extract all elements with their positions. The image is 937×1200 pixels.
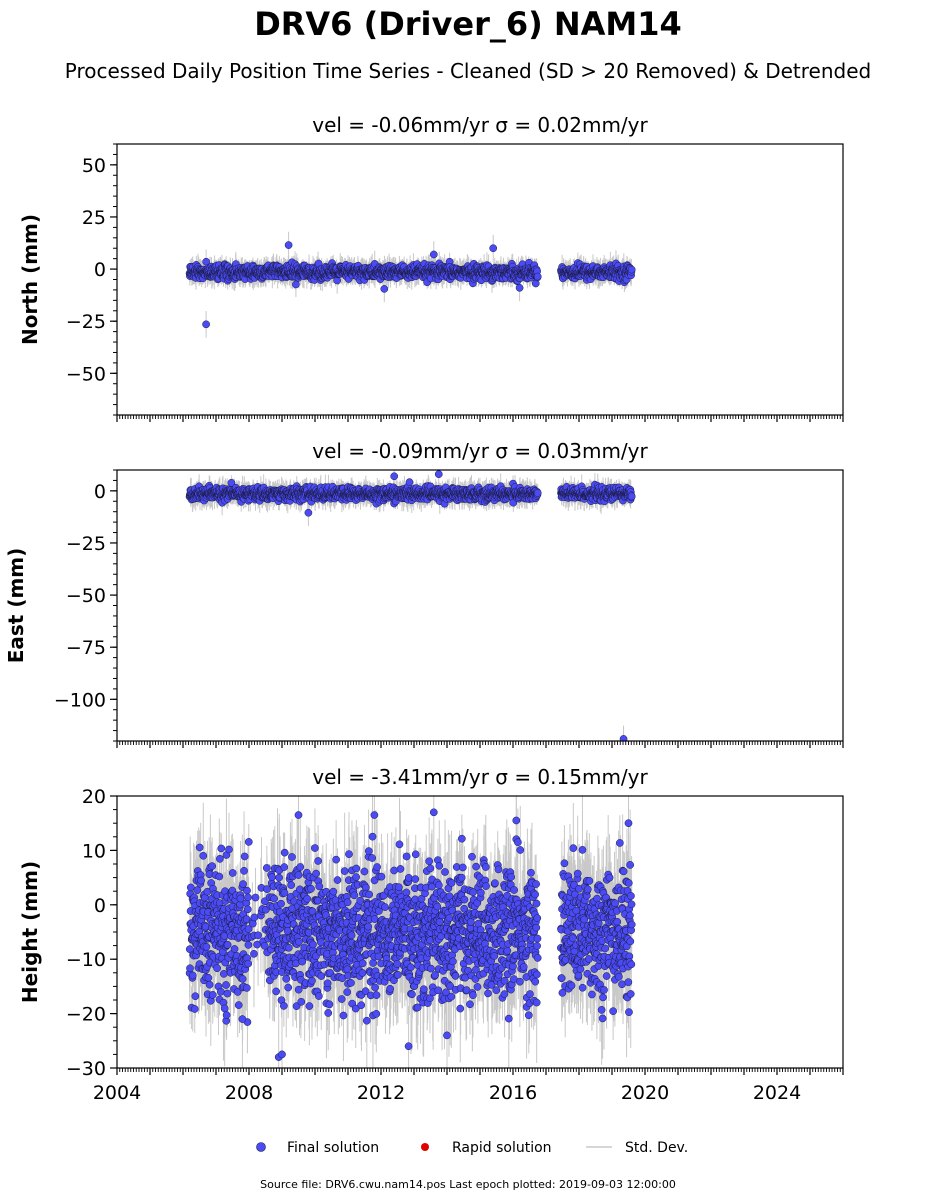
y-tick-label: 25 xyxy=(82,207,106,229)
data-point xyxy=(202,320,210,329)
y-tick-label: −25 xyxy=(66,311,106,333)
std-dev-bars xyxy=(189,470,633,741)
y-tick-label: 0 xyxy=(94,259,106,281)
final-solution-points xyxy=(185,470,636,741)
data-point xyxy=(227,478,236,487)
y-tick-label: −50 xyxy=(66,363,106,385)
y-tick-label: 50 xyxy=(82,155,106,177)
data-point xyxy=(284,241,293,249)
data-point xyxy=(380,285,389,293)
y-axis-label: North (mm) xyxy=(18,214,42,345)
y-axis-label: East (mm) xyxy=(4,548,28,664)
figure-subtitle: Processed Daily Position Time Series - C… xyxy=(65,59,871,83)
figure-title: DRV6 (Driver_6) NAM14 xyxy=(254,5,682,43)
panels-group: vel = -0.06mm/yr σ = 0.02mm/yr North (mm)… xyxy=(4,113,844,1104)
plot-area xyxy=(185,231,636,338)
data-point xyxy=(627,265,636,274)
panel-title: vel = -0.06mm/yr σ = 0.02mm/yr xyxy=(312,113,648,137)
panel-0: vel = -0.06mm/yr σ = 0.02mm/yr North (mm)… xyxy=(18,113,844,422)
plot-area xyxy=(185,470,636,741)
panel-title: vel = -0.09mm/yr σ = 0.03mm/yr xyxy=(312,439,648,463)
data-point xyxy=(515,283,524,292)
data-point xyxy=(429,250,438,259)
data-point xyxy=(489,244,498,253)
final-solution-points xyxy=(185,241,636,329)
std-dev-bars xyxy=(189,231,633,338)
data-point xyxy=(292,280,300,289)
data-point xyxy=(533,272,542,281)
